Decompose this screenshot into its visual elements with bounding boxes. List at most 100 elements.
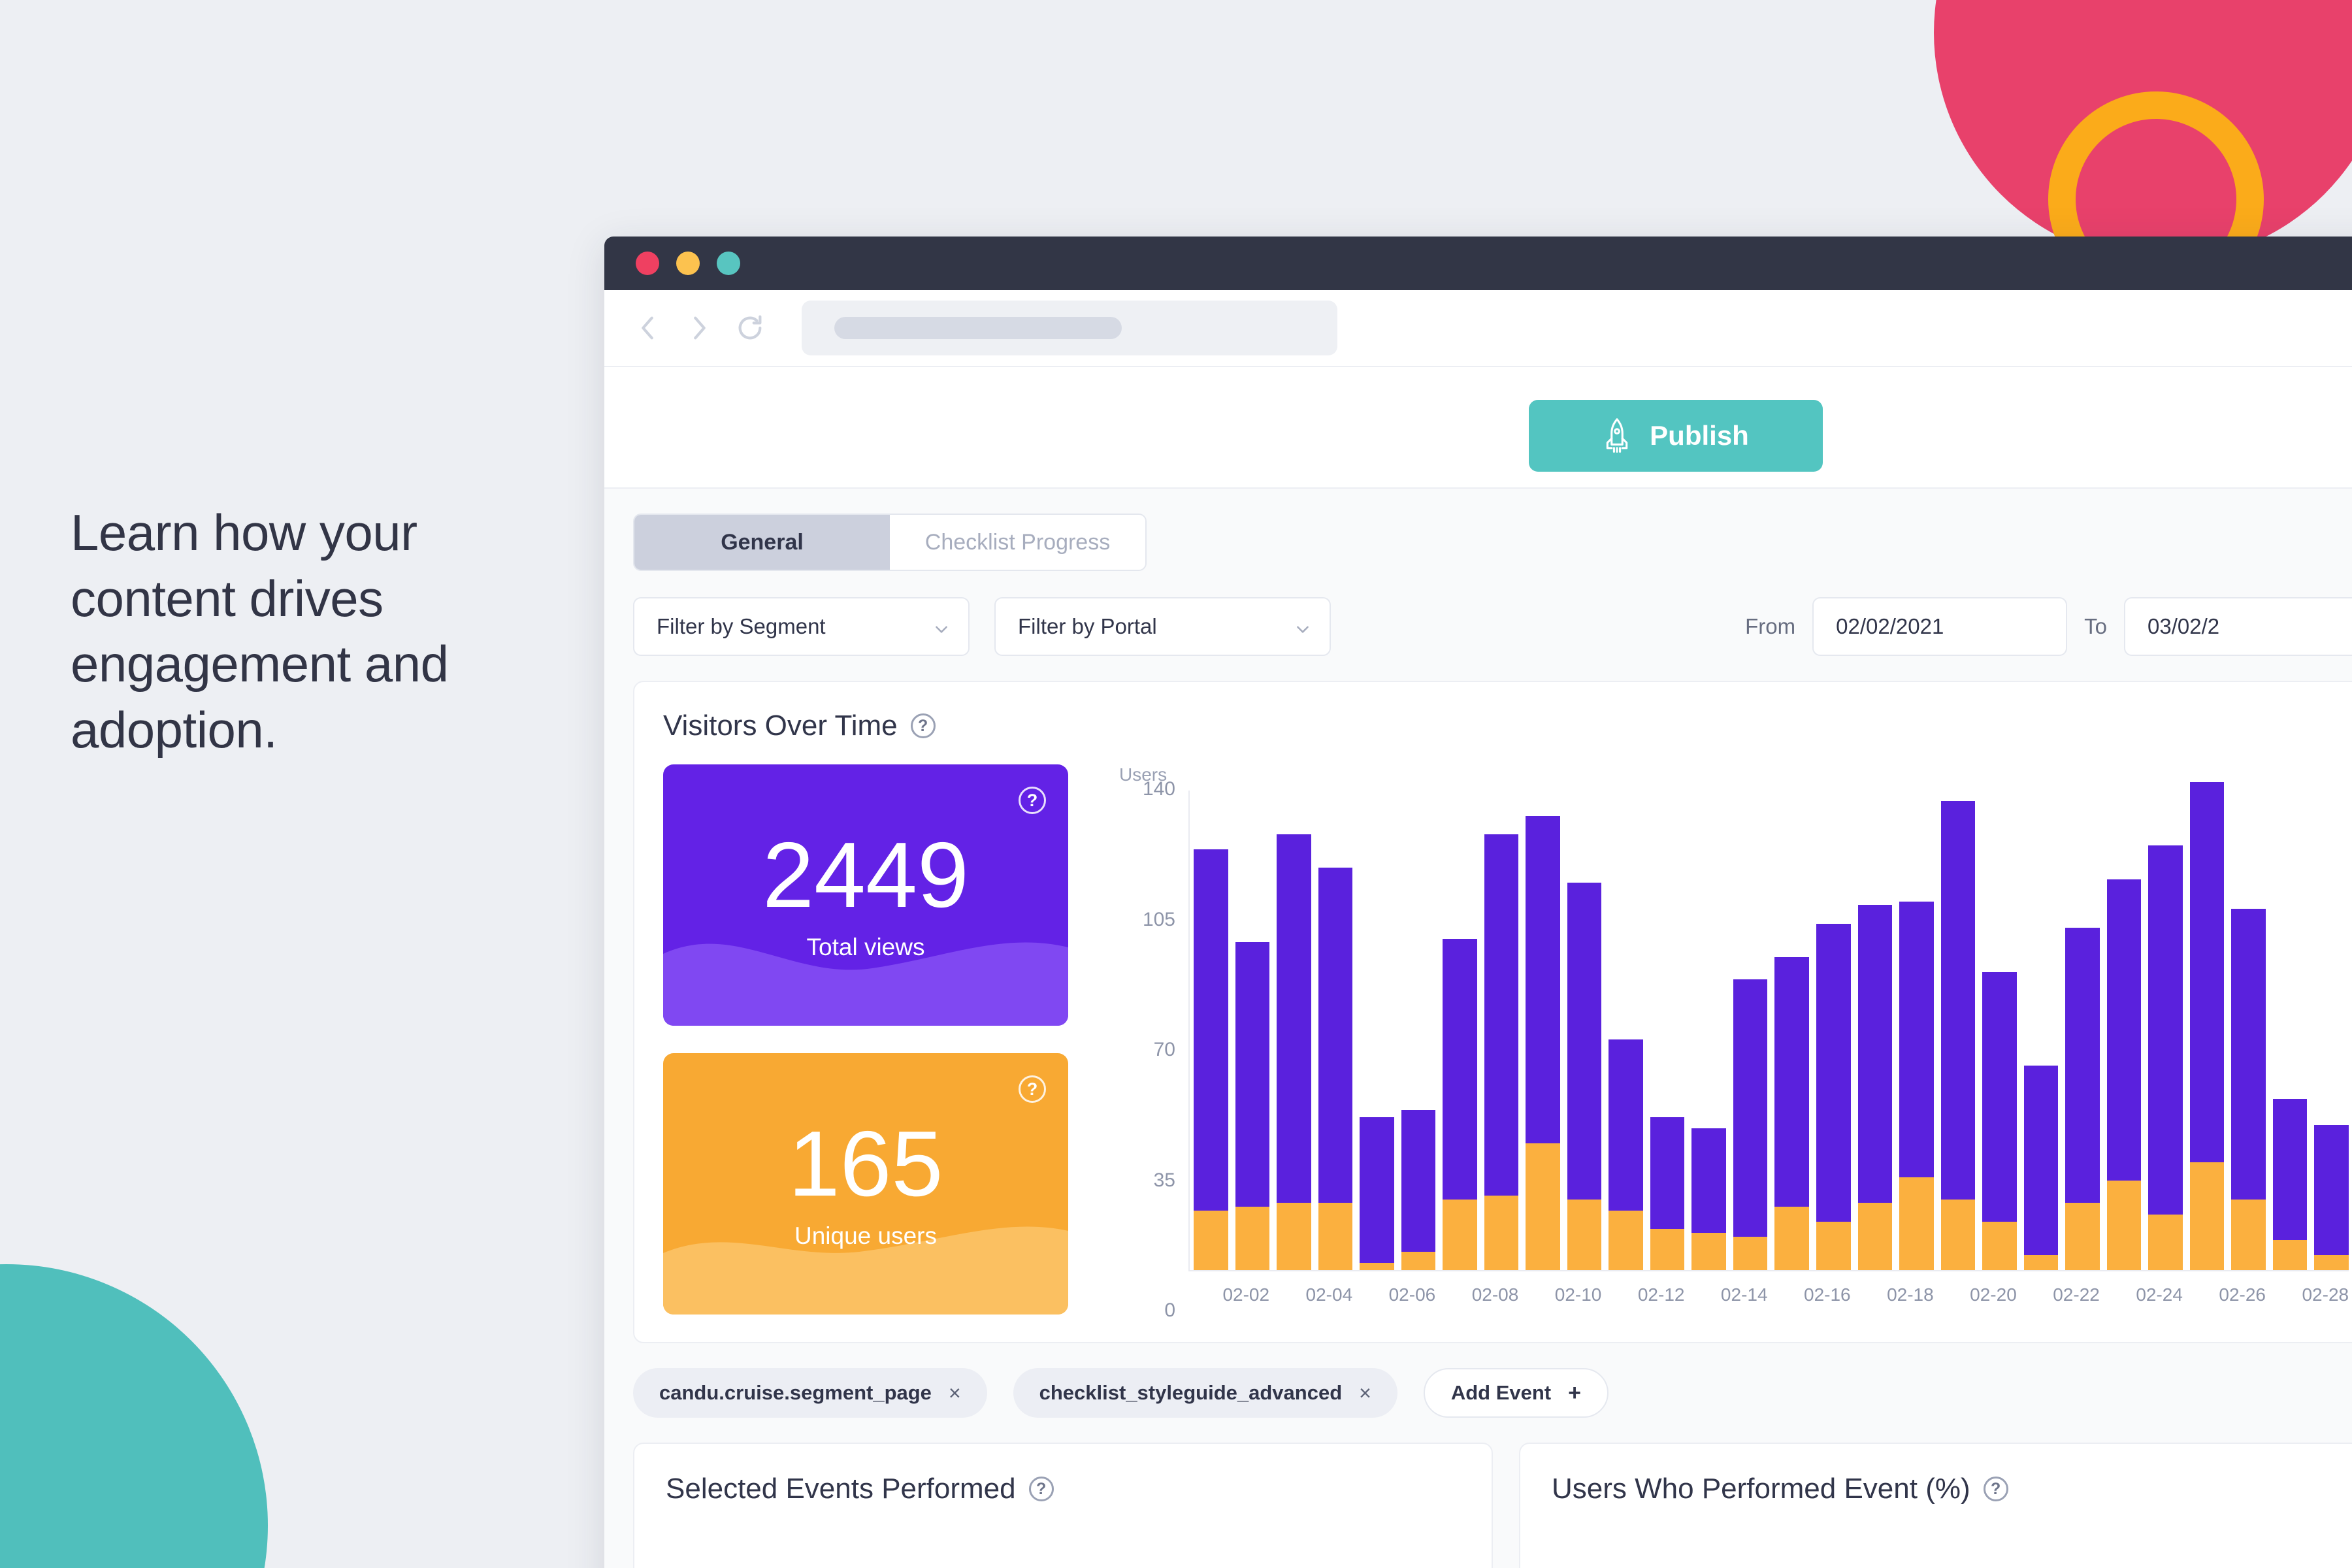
bar-column[interactable]: [1982, 972, 2017, 1270]
maximize-window-button[interactable]: [717, 252, 740, 275]
stat-caption: Total views: [806, 934, 925, 960]
bar-column[interactable]: [2065, 927, 2100, 1270]
bar-column[interactable]: [1691, 1128, 1726, 1270]
bar-segment-unique-users: [1194, 1210, 1228, 1270]
bar-column[interactable]: [1360, 1117, 1394, 1270]
bar-column[interactable]: [2314, 1124, 2349, 1270]
bar-segment-total-views: [2231, 909, 2266, 1200]
bar-segment-unique-users: [1609, 1210, 1643, 1270]
to-label: To: [2084, 614, 2107, 638]
bar-column[interactable]: [2023, 1065, 2059, 1270]
bar-segment-unique-users: [2272, 1240, 2308, 1270]
users-performed-title: Users Who Performed Event (%): [1552, 1473, 1970, 1505]
bar-column[interactable]: [1526, 815, 1560, 1270]
x-axis-tick-label: [2190, 1275, 2212, 1315]
from-date-input[interactable]: 02/02/2021: [1812, 597, 2068, 656]
stat-card-total-views: ? 2449 Total views: [663, 764, 1068, 1026]
reload-icon[interactable]: [735, 313, 765, 343]
x-axis-tick-label: [1941, 1275, 1963, 1315]
bar-column[interactable]: [1194, 849, 1228, 1270]
address-bar[interactable]: [802, 301, 1337, 355]
x-axis-tick-label: [2024, 1275, 2046, 1315]
x-axis-tick-label: 02-16: [1804, 1284, 1851, 1305]
question-mark-icon[interactable]: ?: [1019, 1075, 1046, 1103]
bar-column[interactable]: [1401, 1109, 1436, 1270]
stat-card-unique-users: ? 165 Unique users: [663, 1053, 1068, 1315]
bar-column[interactable]: [1899, 901, 1934, 1270]
x-axis-tick-label: [1194, 1275, 1215, 1315]
x-axis-tick-label: 02-28: [2302, 1284, 2349, 1305]
close-icon[interactable]: ×: [1359, 1380, 1371, 1405]
bar-segment-total-views: [1318, 868, 1353, 1203]
portal-filter-label: Filter by Portal: [1018, 614, 1157, 638]
x-axis-tick-label: [1360, 1275, 1381, 1315]
question-mark-icon[interactable]: ?: [1019, 787, 1046, 814]
bar-segment-total-views: [2314, 1124, 2349, 1256]
add-event-button[interactable]: Add Event +: [1423, 1368, 1609, 1418]
bar-segment-total-views: [1982, 972, 2017, 1222]
portal-filter-select[interactable]: Filter by Portal: [994, 597, 1331, 656]
bar-column[interactable]: [1443, 938, 1477, 1270]
bar-column[interactable]: [1484, 834, 1519, 1270]
close-window-button[interactable]: [636, 252, 659, 275]
bar-column[interactable]: [1277, 834, 1311, 1270]
visitors-bar-chart: Users 0 35 70 105 140 02-02 02-04 02-06 02-08 02…: [1090, 764, 2349, 1321]
bar-segment-unique-users: [1360, 1262, 1394, 1270]
bar-series: [1194, 782, 2349, 1270]
bar-segment-total-views: [1484, 834, 1519, 1196]
bar-column[interactable]: [1774, 957, 1809, 1270]
x-axis-tick-label: 02-12: [1637, 1284, 1685, 1305]
x-axis-tick-label: 02-08: [1471, 1284, 1519, 1305]
close-icon[interactable]: ×: [948, 1380, 961, 1405]
to-date-input[interactable]: 03/02/2: [2124, 597, 2352, 656]
bar-segment-total-views: [2023, 1065, 2059, 1256]
chevron-down-icon: [1294, 618, 1311, 635]
bar-column[interactable]: [1650, 1117, 1685, 1270]
tab-general[interactable]: General: [634, 515, 890, 570]
y-axis-tick: 35: [1153, 1169, 1175, 1191]
bar-segment-total-views: [1691, 1128, 1726, 1233]
event-chip[interactable]: checklist_styleguide_advanced ×: [1013, 1368, 1397, 1418]
bar-column[interactable]: [2272, 1098, 2308, 1270]
stat-cards: ? 2449 Total views ? 165 Unique users: [663, 764, 1068, 1315]
question-mark-icon[interactable]: ?: [910, 713, 936, 738]
bar-segment-unique-users: [1401, 1251, 1436, 1270]
bar-column[interactable]: [2148, 845, 2183, 1270]
bar-column[interactable]: [1857, 905, 1893, 1270]
minimize-window-button[interactable]: [676, 252, 700, 275]
y-axis: [1188, 791, 1190, 1271]
segment-filter-select[interactable]: Filter by Segment: [633, 597, 970, 656]
add-event-label: Add Event: [1450, 1381, 1552, 1404]
from-label: From: [1745, 614, 1796, 638]
chevron-right-icon[interactable]: [684, 313, 714, 343]
bar-column[interactable]: [1940, 800, 1976, 1270]
x-axis-tick-label: [2107, 1275, 2129, 1315]
chevron-left-icon[interactable]: [633, 313, 663, 343]
event-chip[interactable]: candu.cruise.segment_page ×: [633, 1368, 987, 1418]
bar-column[interactable]: [1567, 883, 1602, 1270]
app-header: Publish: [604, 366, 2352, 487]
bar-column[interactable]: [1318, 868, 1353, 1270]
bar-column[interactable]: [1816, 923, 1851, 1270]
page-title: Learn how your content drives engagement…: [71, 504, 449, 759]
bar-column[interactable]: [1235, 942, 1270, 1270]
bottom-cards: Selected Events Performed ? Users Who Pe…: [633, 1443, 2352, 1568]
bar-segment-unique-users: [1940, 1199, 1976, 1270]
tab-checklist-progress[interactable]: Checklist Progress: [890, 515, 1145, 570]
bar-segment-unique-users: [1650, 1229, 1685, 1270]
bar-column[interactable]: [2106, 879, 2142, 1270]
bar-column[interactable]: [2189, 782, 2225, 1270]
publish-button[interactable]: Publish: [1529, 400, 1823, 472]
bar-column[interactable]: [1733, 979, 1768, 1270]
users-performed-event-card: Users Who Performed Event (%) ?: [1519, 1443, 2352, 1568]
bar-column[interactable]: [2231, 909, 2266, 1270]
question-mark-icon[interactable]: ?: [1028, 1477, 1054, 1501]
x-axis-tick-label: 02-20: [1970, 1284, 2017, 1305]
bar-column[interactable]: [1609, 1039, 1643, 1270]
visitors-card-title-row: Visitors Over Time ?: [663, 710, 2349, 742]
question-mark-icon[interactable]: ?: [1983, 1477, 2008, 1501]
bar-segment-total-views: [1443, 938, 1477, 1200]
x-axis-tick-label: 02-22: [2053, 1284, 2100, 1305]
bar-segment-total-views: [1857, 905, 1893, 1203]
event-chip-label: candu.cruise.segment_page: [659, 1381, 932, 1404]
